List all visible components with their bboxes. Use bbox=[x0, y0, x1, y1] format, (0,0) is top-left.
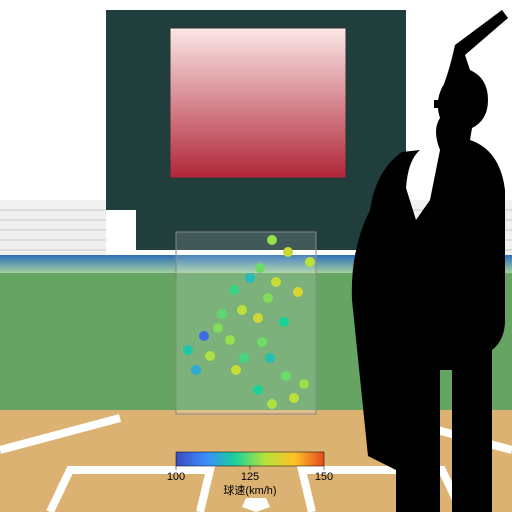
pitch-point bbox=[257, 337, 267, 347]
pitch-point bbox=[237, 305, 247, 315]
colorbar bbox=[176, 452, 324, 466]
pitch-point bbox=[293, 287, 303, 297]
pitch-point bbox=[225, 335, 235, 345]
pitch-point bbox=[299, 379, 309, 389]
pitch-point bbox=[229, 285, 239, 295]
pitch-location-chart: 100 125 150 球速(km/h) bbox=[0, 0, 512, 512]
colorbar-tick: 125 bbox=[241, 471, 259, 483]
pitch-point bbox=[305, 257, 315, 267]
colorbar-tick: 150 bbox=[315, 471, 333, 483]
pitch-point bbox=[253, 385, 263, 395]
colorbar-tick: 100 bbox=[167, 471, 185, 483]
pitch-point bbox=[263, 293, 273, 303]
colorbar-title: 球速(km/h) bbox=[223, 483, 276, 497]
strike-zone bbox=[176, 232, 316, 414]
stand-left bbox=[0, 200, 106, 255]
pitch-point bbox=[205, 351, 215, 361]
pitch-point bbox=[281, 371, 291, 381]
pitch-point bbox=[183, 345, 193, 355]
pitch-point bbox=[231, 365, 241, 375]
pitch-point bbox=[289, 393, 299, 403]
pitch-point bbox=[245, 273, 255, 283]
pitch-point bbox=[253, 313, 263, 323]
pitch-point bbox=[279, 317, 289, 327]
pitch-point bbox=[267, 399, 277, 409]
pitch-point bbox=[271, 277, 281, 287]
pitch-point bbox=[267, 235, 277, 245]
pitch-point bbox=[265, 353, 275, 363]
pitch-point bbox=[283, 247, 293, 257]
pitch-point bbox=[255, 263, 265, 273]
pitch-point bbox=[199, 331, 209, 341]
big-screen bbox=[170, 28, 346, 178]
pitch-point bbox=[191, 365, 201, 375]
pitch-point bbox=[217, 309, 227, 319]
pitch-point bbox=[213, 323, 223, 333]
pitch-point bbox=[239, 353, 249, 363]
